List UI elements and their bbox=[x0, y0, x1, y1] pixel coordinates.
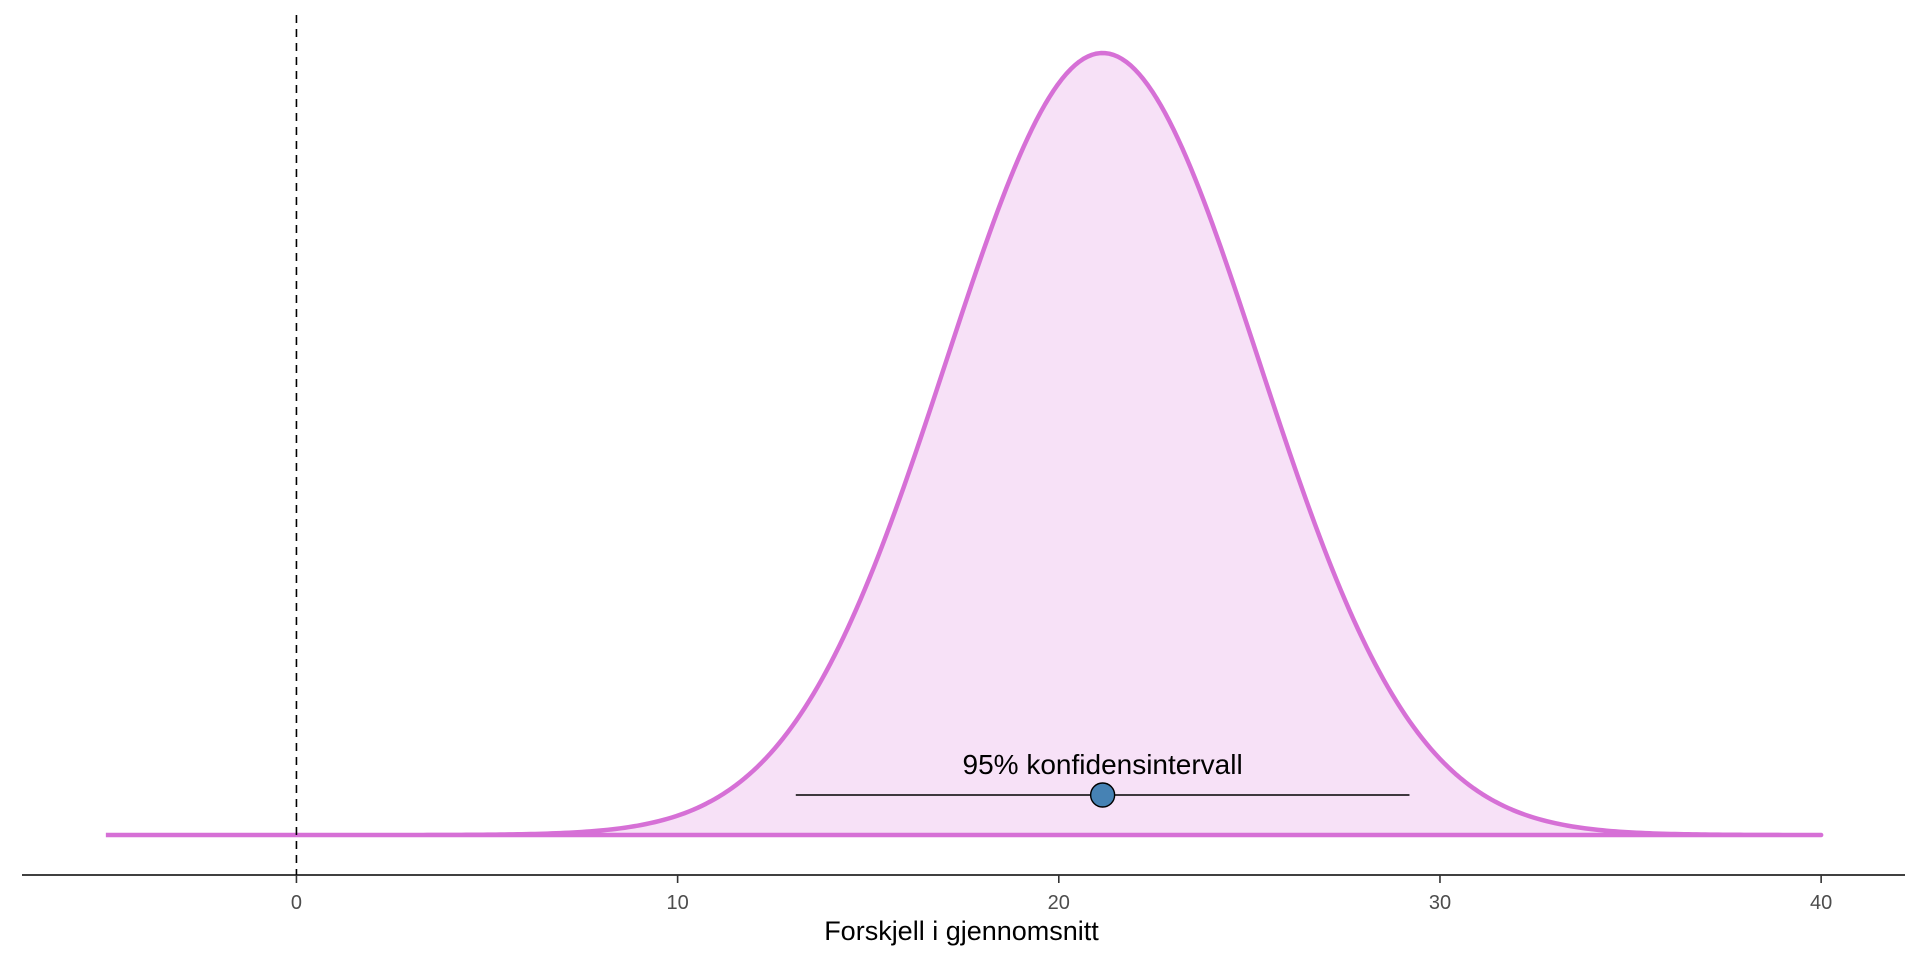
ci-point-estimate bbox=[1089, 782, 1116, 808]
x-tick-label: 20 bbox=[1048, 892, 1070, 914]
x-tick-label: 10 bbox=[666, 892, 688, 914]
ci-label: 95% konfidensintervall bbox=[963, 749, 1243, 780]
x-tick-label: 0 bbox=[291, 892, 302, 914]
plot-area: 95% konfidensintervall bbox=[105, 15, 1824, 875]
x-tick-label: 40 bbox=[1810, 892, 1832, 914]
density-area bbox=[105, 53, 1822, 836]
x-axis-title: Forskjell i gjennomsnitt bbox=[824, 916, 1099, 946]
x-axis: 0 10 20 30 40 Forskjell i gjennomsnitt bbox=[22, 874, 1905, 946]
x-ticks: 0 10 20 30 40 bbox=[291, 875, 1832, 914]
x-tick-label: 30 bbox=[1429, 892, 1451, 914]
density-curve bbox=[105, 50, 1824, 838]
